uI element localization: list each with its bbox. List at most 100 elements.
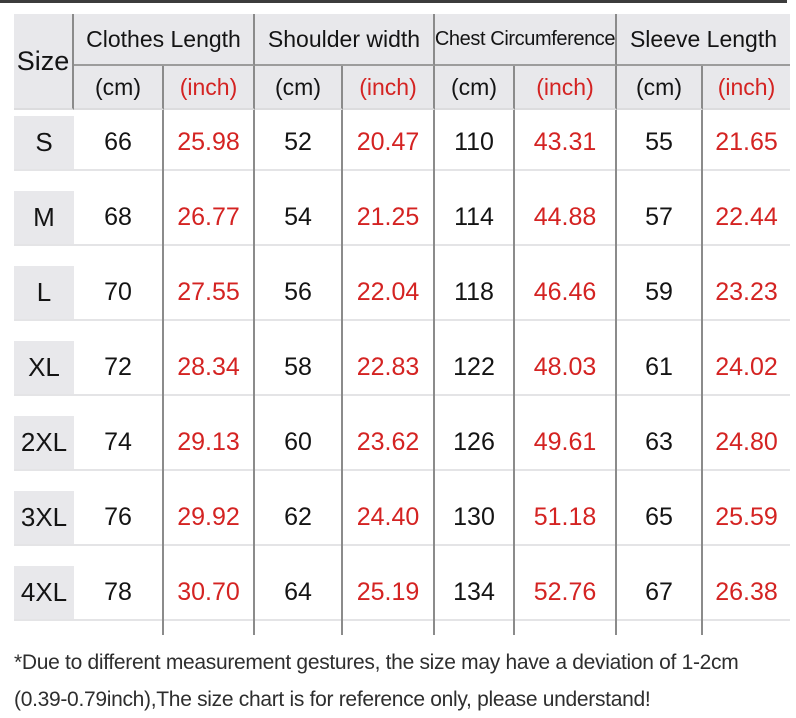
cell-value-inch: 29.13 — [164, 416, 253, 471]
cell-value-inch: 23.23 — [703, 266, 790, 321]
cell-value-inch: 24.40 — [343, 491, 433, 546]
table-cell: 24.80 — [703, 410, 790, 485]
table-cell: 70 — [74, 260, 164, 335]
table-cell: 27.55 — [164, 260, 255, 335]
table-cell: 23.23 — [703, 260, 790, 335]
cell-value-cm: 70 — [74, 266, 162, 321]
table-cell: 78 — [74, 560, 164, 635]
table-cell: 29.13 — [164, 410, 255, 485]
table-cell: 110 — [435, 110, 515, 185]
size-label: 2XL — [14, 416, 74, 471]
table-cell: 30.70 — [164, 560, 255, 635]
table-cell: 65 — [617, 485, 703, 560]
disclaimer-line-2: (0.39-0.79inch),The size chart is for re… — [14, 688, 651, 711]
table-cell: 55 — [617, 110, 703, 185]
cell-value-inch: 46.46 — [515, 266, 615, 321]
cell-value-cm: 55 — [617, 116, 701, 171]
cell-value-inch: 44.88 — [515, 191, 615, 246]
cell-value-inch: 27.55 — [164, 266, 253, 321]
table-cell: 63 — [617, 410, 703, 485]
unit-header-inch: (inch) — [164, 66, 255, 110]
table-cell: 62 — [255, 485, 343, 560]
cell-value-inch: 30.70 — [164, 566, 253, 621]
table-cell: 46.46 — [515, 260, 617, 335]
table-cell: 66 — [74, 110, 164, 185]
group-header-sleeve-length: Sleeve Length — [617, 14, 790, 66]
table-cell: 43.31 — [515, 110, 617, 185]
cell-value-inch: 23.62 — [343, 416, 433, 471]
cell-value-inch: 25.59 — [703, 491, 790, 546]
table-cell: 22.04 — [343, 260, 435, 335]
cell-value-inch: 24.02 — [703, 341, 790, 396]
size-label: 3XL — [14, 491, 74, 546]
cell-value-inch: 28.34 — [164, 341, 253, 396]
table-cell: 48.03 — [515, 335, 617, 410]
size-label: S — [14, 116, 74, 171]
table-cell: 130 — [435, 485, 515, 560]
cell-value-inch: 25.98 — [164, 116, 253, 171]
table-cell: 57 — [617, 185, 703, 260]
cell-value-cm: 62 — [255, 491, 341, 546]
table-cell: 25.19 — [343, 560, 435, 635]
cell-value-cm: 72 — [74, 341, 162, 396]
cell-value-inch: 25.19 — [343, 566, 433, 621]
cell-value-inch: 51.18 — [515, 491, 615, 546]
table-row-label-cell: L — [14, 260, 74, 335]
table-cell: 56 — [255, 260, 343, 335]
table-cell: 68 — [74, 185, 164, 260]
cell-value-cm: 114 — [435, 191, 513, 246]
table-row-label-cell: 4XL — [14, 560, 74, 635]
table-cell: 126 — [435, 410, 515, 485]
cell-value-inch: 48.03 — [515, 341, 615, 396]
cell-value-cm: 64 — [255, 566, 341, 621]
cell-value-cm: 59 — [617, 266, 701, 321]
cell-value-cm: 58 — [255, 341, 341, 396]
table-cell: 51.18 — [515, 485, 617, 560]
table-cell: 72 — [74, 335, 164, 410]
cell-value-inch: 20.47 — [343, 116, 433, 171]
cell-value-cm: 122 — [435, 341, 513, 396]
cell-value-cm: 134 — [435, 566, 513, 621]
cell-value-cm: 130 — [435, 491, 513, 546]
unit-header-inch: (inch) — [343, 66, 435, 110]
table-cell: 21.25 — [343, 185, 435, 260]
size-label: M — [14, 191, 74, 246]
table-row-label-cell: 3XL — [14, 485, 74, 560]
cell-value-cm: 56 — [255, 266, 341, 321]
cell-value-cm: 66 — [74, 116, 162, 171]
table-cell: 52 — [255, 110, 343, 185]
table-cell: 122 — [435, 335, 515, 410]
table-cell: 60 — [255, 410, 343, 485]
table-cell: 24.02 — [703, 335, 790, 410]
cell-value-cm: 68 — [74, 191, 162, 246]
group-header-shoulder-width: Shoulder width — [255, 14, 435, 66]
table-cell: 22.44 — [703, 185, 790, 260]
unit-header-inch: (inch) — [515, 66, 617, 110]
table-cell: 76 — [74, 485, 164, 560]
unit-header-inch: (inch) — [703, 66, 790, 110]
cell-value-inch: 49.61 — [515, 416, 615, 471]
table-row-label-cell: XL — [14, 335, 74, 410]
cell-value-cm: 118 — [435, 266, 513, 321]
disclaimer-line-1: *Due to different measurement gestures, … — [14, 651, 739, 674]
unit-header-cm: (cm) — [617, 66, 703, 110]
table-cell: 20.47 — [343, 110, 435, 185]
table-cell: 52.76 — [515, 560, 617, 635]
measurement-disclaimer: *Due to different measurement gestures, … — [14, 644, 786, 718]
cell-value-inch: 52.76 — [515, 566, 615, 621]
unit-header-cm: (cm) — [255, 66, 343, 110]
table-cell: 59 — [617, 260, 703, 335]
cell-value-cm: 52 — [255, 116, 341, 171]
cell-value-cm: 110 — [435, 116, 513, 171]
cell-value-cm: 126 — [435, 416, 513, 471]
table-cell: 58 — [255, 335, 343, 410]
table-cell: 25.59 — [703, 485, 790, 560]
table-cell: 26.77 — [164, 185, 255, 260]
table-cell: 21.65 — [703, 110, 790, 185]
cell-value-cm: 74 — [74, 416, 162, 471]
top-divider-line — [0, 0, 787, 3]
cell-value-inch: 43.31 — [515, 116, 615, 171]
cell-value-cm: 60 — [255, 416, 341, 471]
cell-value-cm: 67 — [617, 566, 701, 621]
